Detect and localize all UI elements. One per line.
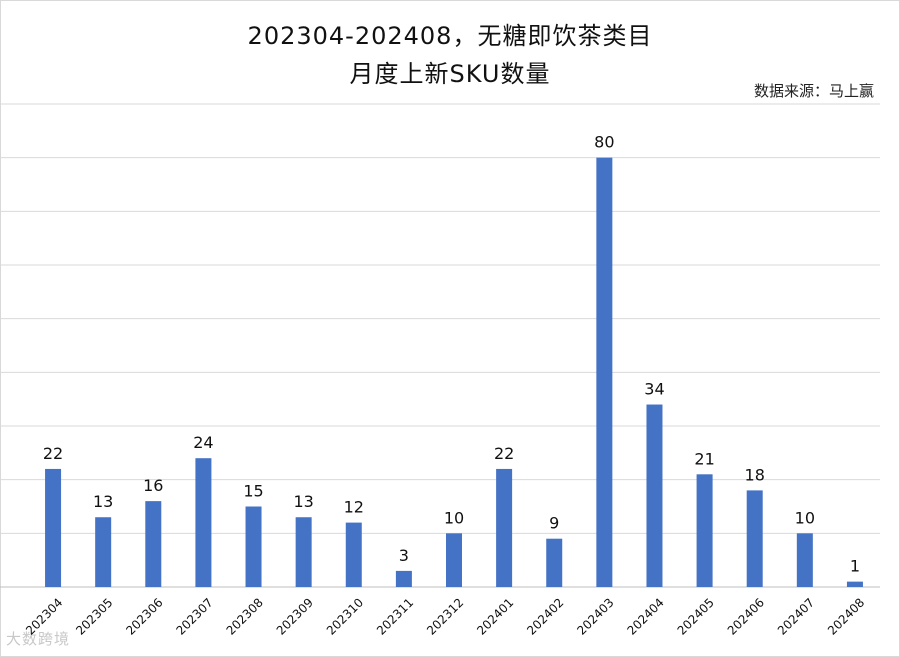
bar — [596, 157, 613, 587]
data-label: 24 — [193, 433, 213, 452]
x-tick-label: 202401 — [474, 595, 516, 637]
bar — [45, 468, 62, 587]
x-tick-label: 202402 — [524, 595, 566, 637]
watermark: 大数跨境 — [6, 630, 71, 648]
x-tick-label: 202407 — [775, 595, 817, 637]
bar — [295, 517, 312, 587]
data-label: 3 — [399, 546, 409, 565]
data-source-label: 数据来源：马上赢 — [753, 82, 874, 100]
bar — [145, 501, 162, 587]
bar — [846, 581, 863, 587]
data-label: 15 — [243, 482, 263, 501]
x-tick-label: 202307 — [173, 595, 215, 637]
x-tick-label: 202304 — [23, 595, 65, 637]
data-label: 10 — [795, 508, 815, 527]
data-label: 21 — [694, 449, 714, 468]
x-tick-label: 202311 — [374, 595, 416, 637]
data-label: 10 — [444, 508, 464, 527]
x-tick-label: 202404 — [625, 595, 667, 637]
data-label: 13 — [293, 492, 313, 511]
bar — [345, 522, 362, 587]
data-label: 13 — [93, 492, 113, 511]
bar — [195, 458, 212, 587]
x-tick-label: 202310 — [324, 595, 366, 637]
x-tick-label: 202308 — [224, 595, 266, 637]
x-tick-label: 202309 — [274, 595, 316, 637]
data-label: 1 — [850, 557, 860, 576]
bar — [95, 517, 112, 587]
bar — [646, 404, 663, 587]
bar — [546, 538, 563, 587]
bar — [796, 533, 813, 587]
bar — [746, 490, 763, 587]
data-label: 12 — [344, 498, 364, 517]
x-tick-label: 202405 — [675, 595, 717, 637]
bar — [696, 474, 713, 587]
x-tick-label: 202305 — [73, 595, 115, 637]
x-tick-label: 202403 — [574, 595, 616, 637]
x-tick-label: 202406 — [725, 595, 767, 637]
chart-title-line2: 月度上新SKU数量 — [349, 60, 551, 88]
chart-title-line1: 202304-202408，无糖即饮茶类目 — [247, 22, 653, 50]
bar — [446, 533, 462, 587]
data-label: 9 — [549, 514, 559, 533]
x-tick-label: 202408 — [825, 595, 867, 637]
data-label: 16 — [143, 476, 163, 495]
bar — [395, 570, 412, 587]
data-label: 34 — [644, 380, 664, 399]
bar — [496, 468, 513, 587]
data-label: 18 — [745, 465, 765, 484]
x-tick-label: 202306 — [123, 595, 165, 637]
data-label: 22 — [43, 444, 63, 463]
data-label: 22 — [494, 444, 514, 463]
x-tick-label: 202312 — [424, 595, 466, 637]
data-label: 80 — [594, 133, 614, 152]
bar — [245, 506, 262, 587]
